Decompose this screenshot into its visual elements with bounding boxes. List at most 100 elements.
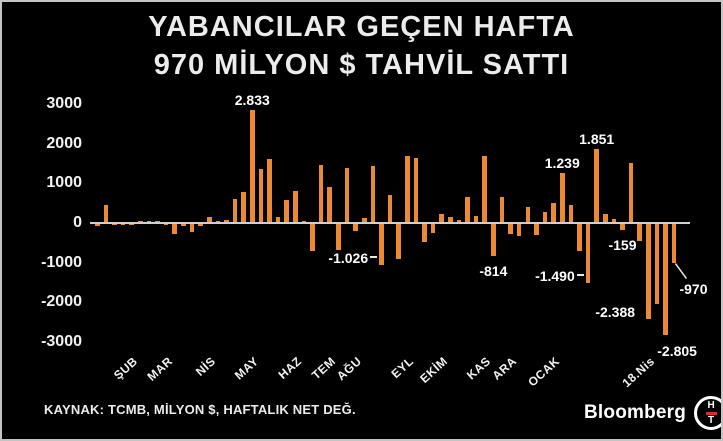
bar <box>198 224 203 226</box>
bar <box>181 224 186 227</box>
bar <box>241 191 246 222</box>
y-tick-label: -1000 <box>41 253 82 271</box>
ht-letter-t: T <box>708 414 715 426</box>
value-label: -2.805 <box>657 343 697 360</box>
bar <box>258 168 264 222</box>
bar <box>361 218 367 222</box>
value-label: 1.239 <box>544 154 580 171</box>
bar <box>456 220 462 222</box>
bar <box>422 224 427 242</box>
bar <box>534 224 539 236</box>
bar <box>637 224 643 241</box>
y-tick-label: 1000 <box>46 174 82 192</box>
bar <box>465 197 470 222</box>
bar <box>155 221 160 222</box>
value-label: -970 <box>679 280 708 297</box>
bar <box>327 186 333 222</box>
source-note: KAYNAK: TCMB, MİLYON $, HAFTALIK NET DEĞ… <box>44 402 356 417</box>
bar <box>206 216 212 222</box>
bar <box>129 224 135 225</box>
bar <box>577 224 582 251</box>
bar <box>396 224 401 259</box>
bar <box>232 198 238 222</box>
bar <box>413 158 419 222</box>
bar <box>310 224 315 251</box>
chart-title-line2: 970 MİLYON $ TAHVİL SATTI <box>153 49 570 81</box>
bar <box>224 219 229 222</box>
label-connector <box>370 255 378 258</box>
zero-axis-line <box>90 222 690 224</box>
bar <box>611 218 617 222</box>
value-label: 1.851 <box>579 130 615 147</box>
value-label: -1.026 <box>328 249 369 266</box>
bar <box>344 167 350 222</box>
bar <box>138 220 143 222</box>
bar <box>448 217 453 222</box>
bar <box>568 204 574 222</box>
bar <box>112 224 117 226</box>
bar <box>551 202 556 222</box>
bar <box>163 224 169 225</box>
bar <box>439 214 444 222</box>
bar <box>146 221 152 222</box>
value-label: -159 <box>608 237 637 254</box>
bar <box>585 224 591 284</box>
chart-title-line1: YABANCILAR GEÇEN HAFTA <box>148 11 575 43</box>
bar <box>516 224 522 236</box>
bar <box>275 216 281 222</box>
bar <box>430 224 436 233</box>
bar <box>249 109 255 222</box>
ht-letter-h: H <box>707 399 715 411</box>
bar <box>559 172 565 222</box>
bar <box>301 220 307 222</box>
bar <box>646 224 651 319</box>
bar <box>671 224 677 263</box>
bloomberg-wordmark: Bloomberg <box>584 402 687 423</box>
chart-title: YABANCILAR GEÇEN HAFTA 970 MİLYON $ TAHV… <box>2 8 721 84</box>
y-tick-label: 0 <box>73 214 82 231</box>
bar <box>491 224 496 257</box>
bar <box>336 224 341 251</box>
value-label: -814 <box>479 263 508 280</box>
bar <box>482 156 488 222</box>
bar <box>172 224 178 234</box>
bar <box>628 163 634 222</box>
y-tick-label: -3000 <box>41 333 82 351</box>
bar <box>284 200 289 222</box>
bar <box>602 214 608 222</box>
bar <box>353 224 358 231</box>
bar <box>293 191 298 222</box>
y-tick-label: 2000 <box>46 134 82 152</box>
bar <box>620 224 625 231</box>
bar <box>404 155 410 222</box>
x-tick-label: OCAK <box>525 354 563 390</box>
value-label: 2.833 <box>234 91 270 108</box>
bar <box>267 158 272 222</box>
bar <box>318 164 324 222</box>
value-label: -1.490 <box>535 268 575 285</box>
bar <box>499 196 505 222</box>
bar <box>663 224 668 336</box>
bar <box>654 224 660 305</box>
bar <box>103 204 109 222</box>
bar <box>387 195 393 222</box>
bar <box>215 220 221 222</box>
y-tick-label: 3000 <box>46 94 82 112</box>
bar <box>594 148 599 222</box>
label-connector <box>576 274 584 277</box>
bar <box>95 224 100 227</box>
y-tick-label: -2000 <box>41 293 82 311</box>
bar <box>525 207 531 222</box>
bar <box>189 224 195 232</box>
value-label: -2.388 <box>595 303 636 320</box>
ht-red-bar <box>705 411 717 415</box>
bar <box>120 224 126 225</box>
ht-circle-icon: H T <box>694 396 721 430</box>
bloomberg-ht-logo: Bloomberg H T <box>584 396 721 430</box>
bar <box>370 166 376 222</box>
bar <box>379 224 384 265</box>
bar <box>473 216 479 222</box>
bar <box>542 212 548 222</box>
bar <box>508 224 513 234</box>
